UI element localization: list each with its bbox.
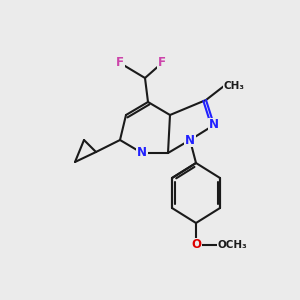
Text: CH₃: CH₃: [224, 81, 245, 91]
Text: N: N: [137, 146, 147, 160]
Text: N: N: [209, 118, 219, 131]
Text: N: N: [185, 134, 195, 146]
Text: F: F: [158, 56, 166, 70]
Text: OCH₃: OCH₃: [218, 240, 248, 250]
Text: F: F: [116, 56, 124, 70]
Text: O: O: [191, 238, 201, 251]
